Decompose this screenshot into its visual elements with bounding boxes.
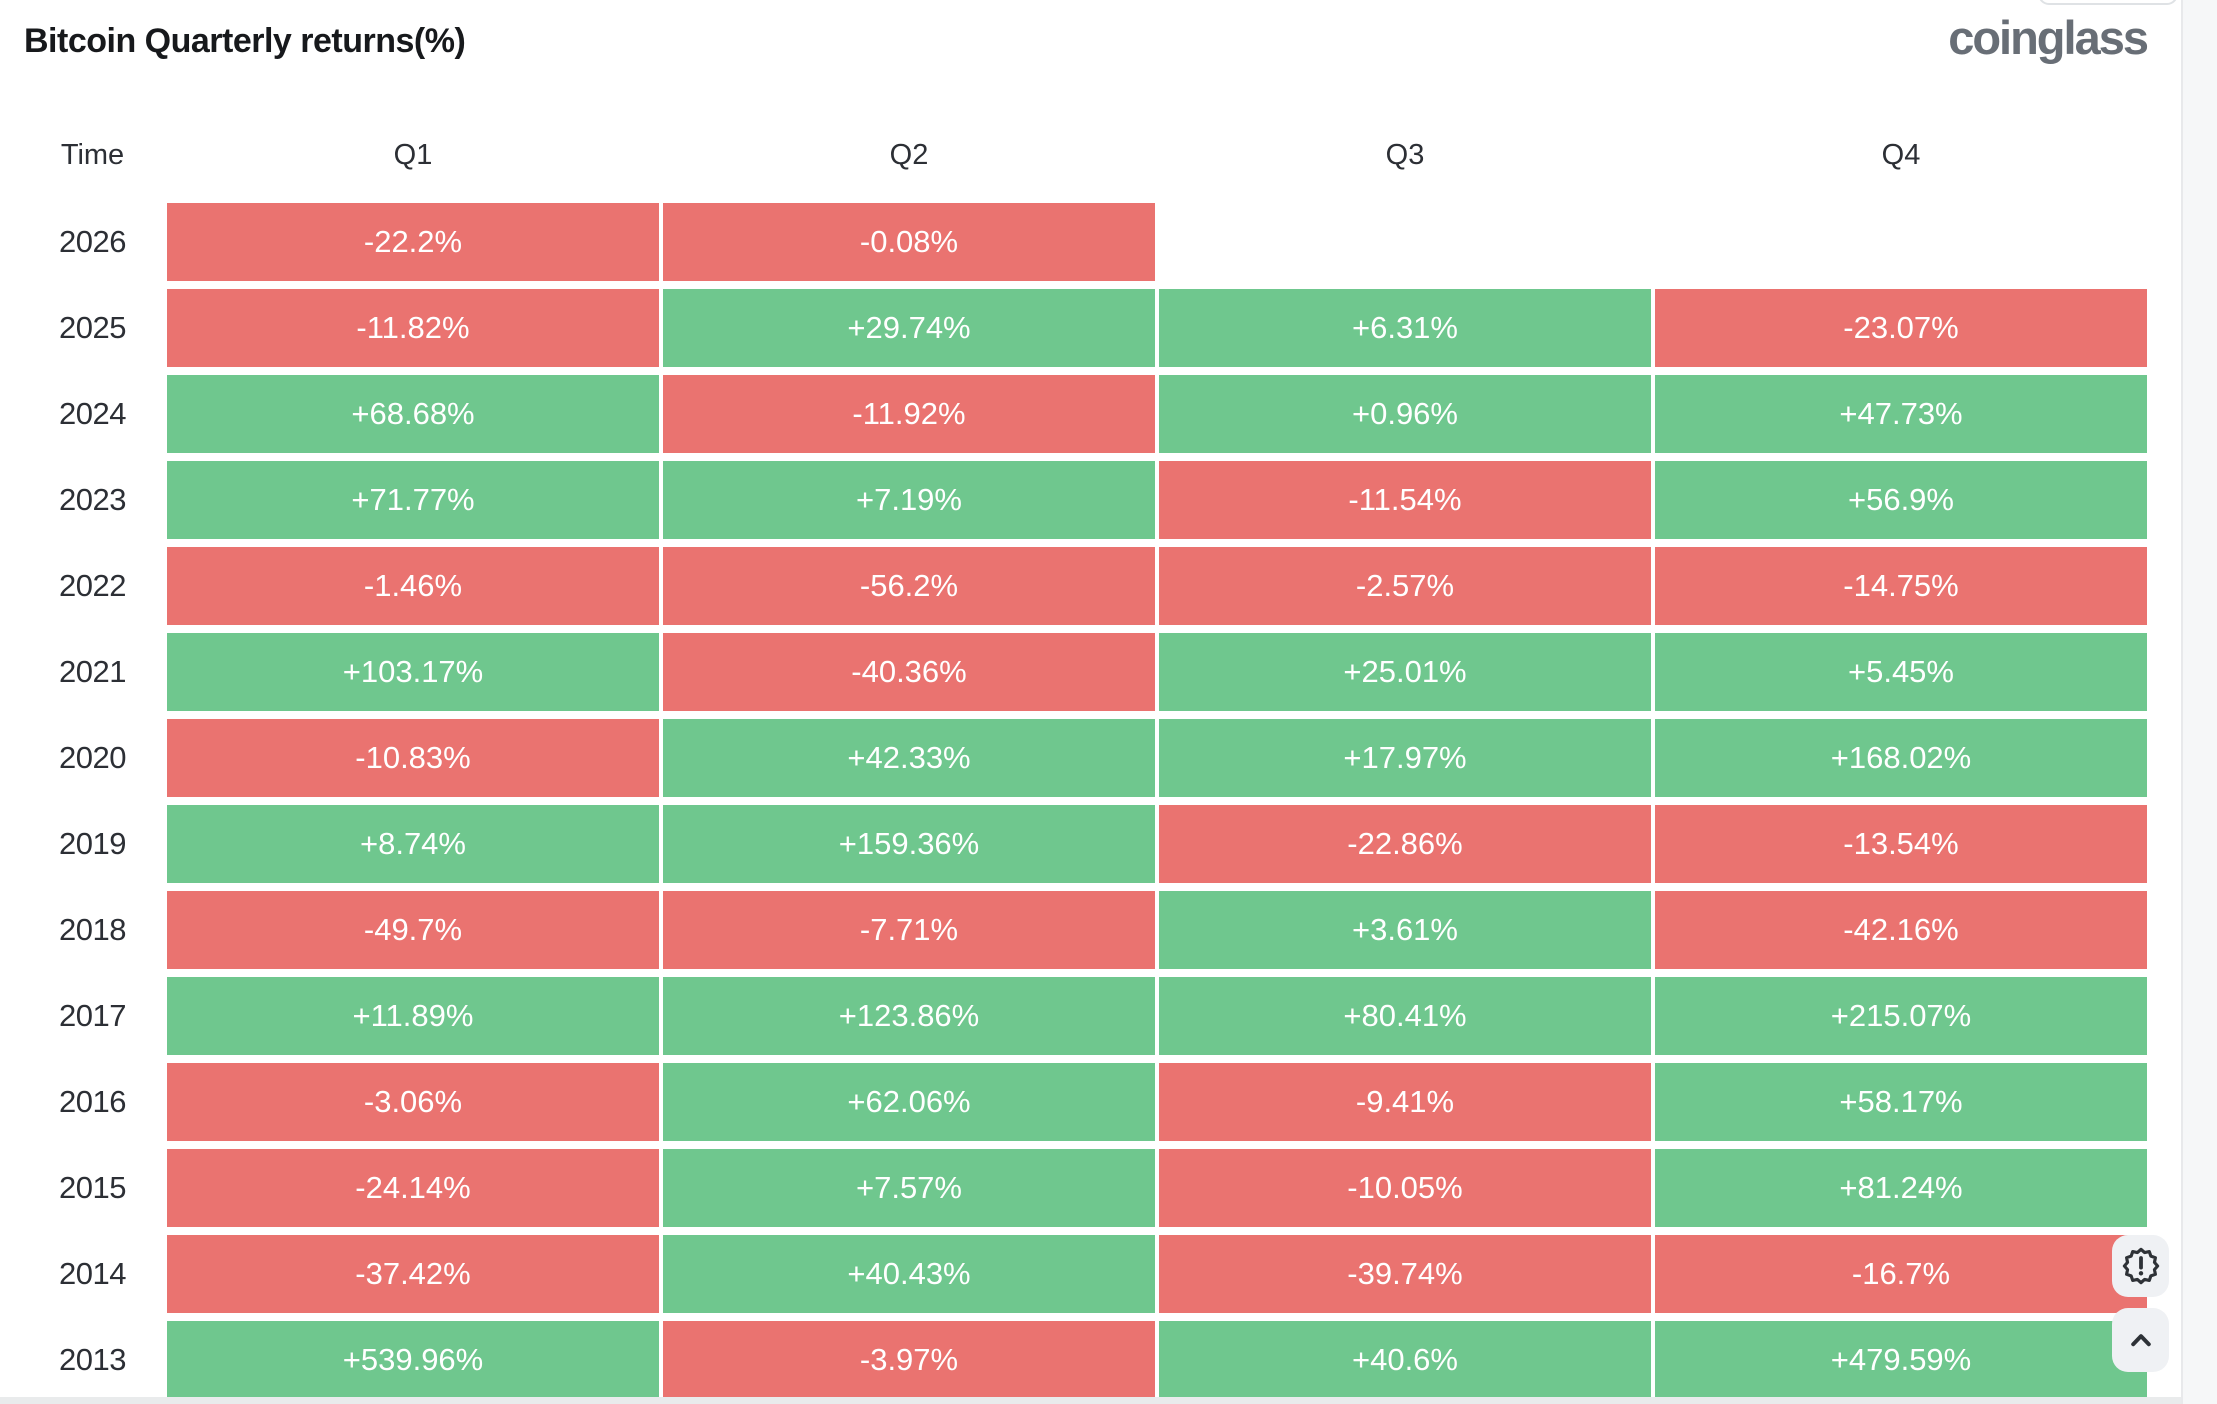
return-cell-2022-Q2: -56.2%	[663, 547, 1155, 625]
return-cell-2023-Q3: -11.54%	[1159, 461, 1651, 539]
return-cell-2026-Q2: -0.08%	[663, 203, 1155, 281]
col-header-q2: Q2	[889, 138, 929, 171]
row-year-label: 2026	[59, 224, 126, 259]
row-year-label: 2013	[59, 1342, 126, 1377]
return-cell-2021-Q2: -40.36%	[663, 633, 1155, 711]
row-year-label: 2020	[59, 740, 126, 775]
return-cell-2019-Q3: -22.86%	[1159, 805, 1651, 883]
row-year-label: 2018	[59, 912, 126, 947]
return-cell-2018-Q2: -7.71%	[663, 891, 1155, 969]
col-header-time: Time	[60, 138, 125, 171]
return-cell-2017-Q1: +11.89%	[167, 977, 659, 1055]
return-cell-2014-Q1: -37.42%	[167, 1235, 659, 1313]
table-header-row: Time Q1 Q2 Q3 Q4	[0, 128, 2147, 182]
row-year-label: 2015	[59, 1170, 126, 1205]
empty-cell	[1159, 203, 1651, 281]
return-cell-2025-Q3: +6.31%	[1159, 289, 1651, 367]
return-cell-2022-Q3: -2.57%	[1159, 547, 1651, 625]
return-cell-2026-Q1: -22.2%	[167, 203, 659, 281]
return-cell-2019-Q2: +159.36%	[663, 805, 1155, 883]
return-cell-2015-Q4: +81.24%	[1655, 1149, 2147, 1227]
return-cell-2020-Q2: +42.33%	[663, 719, 1155, 797]
return-cell-2018-Q3: +3.61%	[1159, 891, 1651, 969]
return-cell-2020-Q1: -10.83%	[167, 719, 659, 797]
return-cell-2024-Q4: +47.73%	[1655, 375, 2147, 453]
return-cell-2025-Q4: -23.07%	[1655, 289, 2147, 367]
return-cell-2025-Q1: -11.82%	[167, 289, 659, 367]
return-cell-2019-Q4: -13.54%	[1655, 805, 2147, 883]
return-cell-2024-Q1: +68.68%	[167, 375, 659, 453]
empty-cell	[1655, 203, 2147, 281]
col-header-q1: Q1	[393, 138, 433, 171]
return-cell-2025-Q2: +29.74%	[663, 289, 1155, 367]
bottom-edge-strip	[0, 1397, 2181, 1404]
return-cell-2021-Q3: +25.01%	[1159, 633, 1651, 711]
alert-badge-icon	[2122, 1247, 2160, 1285]
return-cell-2016-Q2: +62.06%	[663, 1063, 1155, 1141]
row-year-label: 2019	[59, 826, 126, 861]
return-cell-2022-Q4: -14.75%	[1655, 547, 2147, 625]
scroll-to-top-button[interactable]	[2112, 1308, 2169, 1372]
return-cell-2013-Q2: -3.97%	[663, 1321, 1155, 1399]
return-cell-2017-Q4: +215.07%	[1655, 977, 2147, 1055]
return-cell-2016-Q3: -9.41%	[1159, 1063, 1651, 1141]
return-cell-2024-Q2: -11.92%	[663, 375, 1155, 453]
returns-table: 2026 -22.2% -0.08% 2025 -11.82% +29.74% +6.31%…	[0, 203, 2147, 1399]
return-cell-2017-Q3: +80.41%	[1159, 977, 1651, 1055]
row-year-label: 2016	[59, 1084, 126, 1119]
return-cell-2022-Q1: -1.46%	[167, 547, 659, 625]
return-cell-2021-Q4: +5.45%	[1655, 633, 2147, 711]
row-year-label: 2025	[59, 310, 126, 345]
return-cell-2017-Q2: +123.86%	[663, 977, 1155, 1055]
return-cell-2021-Q1: +103.17%	[167, 633, 659, 711]
return-cell-2013-Q4: +479.59%	[1655, 1321, 2147, 1399]
row-year-label: 2024	[59, 396, 126, 431]
return-cell-2014-Q2: +40.43%	[663, 1235, 1155, 1313]
row-year-label: 2023	[59, 482, 126, 517]
return-cell-2013-Q1: +539.96%	[167, 1321, 659, 1399]
partial-pill-button[interactable]	[2038, 0, 2178, 5]
return-cell-2018-Q1: -49.7%	[167, 891, 659, 969]
return-cell-2016-Q1: -3.06%	[167, 1063, 659, 1141]
return-cell-2019-Q1: +8.74%	[167, 805, 659, 883]
return-cell-2024-Q3: +0.96%	[1159, 375, 1651, 453]
return-cell-2014-Q3: -39.74%	[1159, 1235, 1651, 1313]
return-cell-2023-Q1: +71.77%	[167, 461, 659, 539]
col-header-q4: Q4	[1881, 138, 1921, 171]
row-year-label: 2022	[59, 568, 126, 603]
col-header-q3: Q3	[1385, 138, 1425, 171]
row-year-label: 2017	[59, 998, 126, 1033]
return-cell-2013-Q3: +40.6%	[1159, 1321, 1651, 1399]
coinglass-logo: coinglass	[1948, 11, 2149, 64]
return-cell-2020-Q3: +17.97%	[1159, 719, 1651, 797]
row-year-label: 2014	[59, 1256, 126, 1291]
page-title: Bitcoin Quarterly returns(%)	[24, 22, 466, 60]
return-cell-2020-Q4: +168.02%	[1655, 719, 2147, 797]
return-cell-2018-Q4: -42.16%	[1655, 891, 2147, 969]
return-cell-2015-Q2: +7.57%	[663, 1149, 1155, 1227]
row-year-label: 2021	[59, 654, 126, 689]
right-scroll-gutter[interactable]	[2181, 0, 2217, 1404]
alert-badge-button[interactable]	[2112, 1235, 2169, 1297]
return-cell-2014-Q4: -16.7%	[1655, 1235, 2147, 1313]
return-cell-2023-Q4: +56.9%	[1655, 461, 2147, 539]
chevron-up-icon	[2124, 1323, 2158, 1357]
return-cell-2016-Q4: +58.17%	[1655, 1063, 2147, 1141]
return-cell-2023-Q2: +7.19%	[663, 461, 1155, 539]
return-cell-2015-Q1: -24.14%	[167, 1149, 659, 1227]
return-cell-2015-Q3: -10.05%	[1159, 1149, 1651, 1227]
